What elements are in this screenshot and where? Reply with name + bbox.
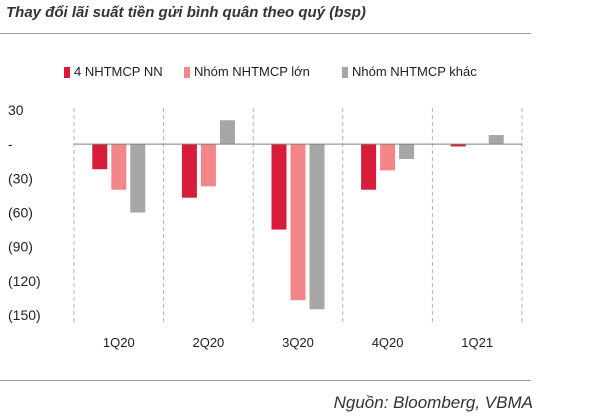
bar-2q20-series-3 (219, 120, 235, 145)
bottom-divider (0, 380, 531, 381)
bar-1q20-series-3 (130, 144, 146, 213)
x-tick-label: 1Q20 (103, 335, 135, 350)
bar-1q21-series-3 (488, 135, 504, 145)
y-tick-label: (30) (8, 170, 33, 186)
bar-2q20-series-1 (181, 144, 197, 198)
legend-label-series-2: Nhóm NHTMCP lớn (194, 64, 310, 79)
chart-title: Thay đổi lãi suất tiền gửi bình quân the… (6, 4, 366, 21)
y-tick-label: - (8, 136, 13, 152)
legend-label-series-1: 4 NHTMCP NN (74, 64, 163, 79)
legend-label-series-3: Nhóm NHTMCP khác (352, 64, 477, 79)
bar-1q21-series-1 (450, 144, 466, 147)
bar-3q20-series-3 (309, 144, 325, 310)
legend-swatch-series-1 (64, 67, 70, 78)
bar-1q20-series-2 (111, 144, 127, 190)
top-divider (0, 33, 531, 34)
x-tick-label: 3Q20 (282, 335, 314, 350)
y-tick-label: (120) (8, 273, 41, 289)
y-tick-label: (150) (8, 307, 41, 323)
source-note: Nguồn: Bloomberg, VBMA (333, 393, 533, 412)
legend-swatch-series-2 (184, 67, 190, 78)
bar-2q20-series-2 (200, 144, 216, 187)
bar-4q20-series-1 (361, 144, 377, 190)
bar-3q20-series-1 (271, 144, 287, 230)
x-tick-label: 4Q20 (372, 335, 404, 350)
y-tick-label: 30 (8, 102, 24, 118)
x-tick-label: 1Q21 (461, 335, 493, 350)
bar-4q20-series-2 (380, 144, 396, 171)
y-tick-label: (60) (8, 205, 33, 221)
bar-4q20-series-3 (399, 144, 415, 159)
x-tick-label: 2Q20 (192, 335, 224, 350)
y-tick-label: (90) (8, 239, 33, 255)
bar-3q20-series-2 (290, 144, 306, 301)
bar-1q20-series-1 (92, 144, 108, 170)
legend-swatch-series-3 (342, 67, 348, 78)
